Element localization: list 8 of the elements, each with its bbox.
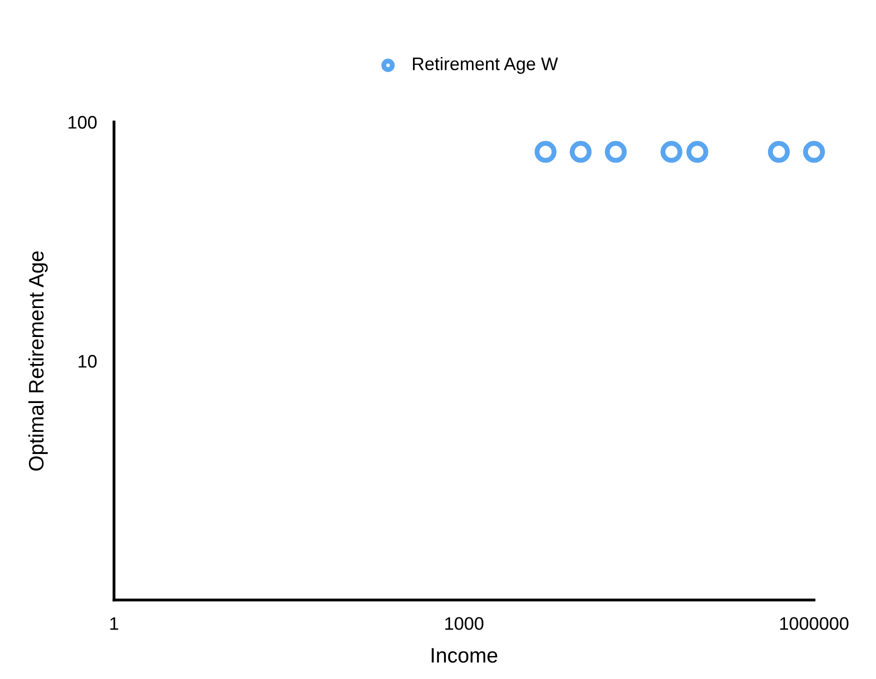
x-tick-label: 1 bbox=[110, 617, 118, 630]
y-tick-label: 100 bbox=[68, 116, 97, 129]
x-tick-label: 1000000 bbox=[780, 617, 848, 630]
y-axis-title: Optimal Retirement Age bbox=[28, 251, 48, 471]
y-tick-label: 10 bbox=[78, 354, 97, 368]
x-axis-title: Income bbox=[432, 648, 498, 663]
legend-label: Retirement Age W bbox=[412, 56, 558, 74]
x-tick-label: 1000 bbox=[445, 617, 484, 630]
